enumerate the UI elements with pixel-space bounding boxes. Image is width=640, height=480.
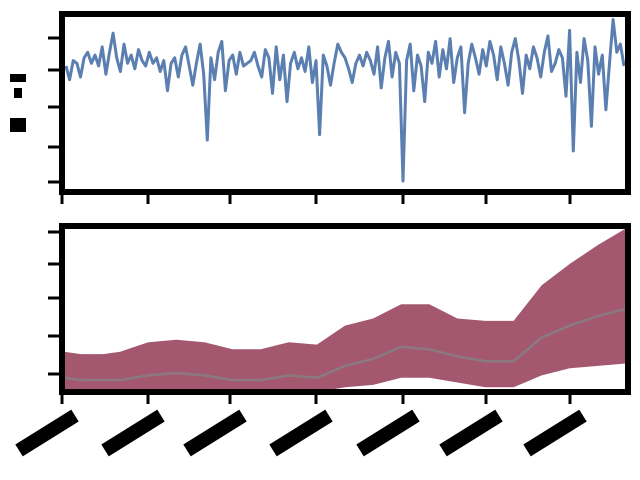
top-axes-frame — [59, 11, 631, 195]
bottom-xtick-label-1 — [101, 409, 165, 457]
confidence-band — [64, 228, 626, 392]
bottom-xtick-label-0 — [15, 409, 79, 457]
top-ylabel-mark-b — [14, 88, 22, 98]
noise-series-line — [64, 18, 626, 183]
bottom-xtick-label-5 — [439, 409, 503, 457]
bottom-xtick-label-4 — [356, 409, 420, 457]
bottom-xtick-label-3 — [269, 409, 333, 457]
top-ylabel-mark-a — [10, 74, 26, 82]
top-ylabel-mark-c — [10, 118, 26, 132]
bottom-xtick-label-2 — [183, 409, 247, 457]
bottom-axes-frame — [59, 223, 631, 395]
top-axes — [10, 11, 631, 204]
mean-line — [63, 307, 627, 382]
bottom-xtick-label-6 — [523, 409, 587, 457]
bottom-axes — [15, 223, 631, 457]
